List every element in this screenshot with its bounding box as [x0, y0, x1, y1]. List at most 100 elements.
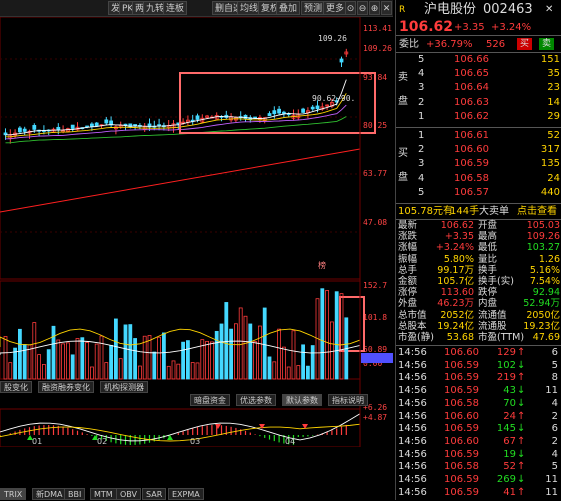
- book-level: 1: [418, 110, 425, 122]
- signal-arrow-icon: [167, 435, 173, 440]
- zoom-out-icon[interactable]: ⊖: [357, 1, 368, 15]
- toolbar-button-9[interactable]: 预测: [301, 1, 326, 15]
- stat-label: 最新: [398, 220, 418, 231]
- tick-price: 106.58: [444, 461, 479, 473]
- tab-indicator-trix[interactable]: TRIX: [0, 488, 27, 500]
- stat-label: 换手(实): [478, 276, 514, 287]
- book-volume: 317: [540, 144, 560, 156]
- tick-price: 106.60: [444, 347, 479, 358]
- stat-value: 52.94万: [523, 298, 560, 310]
- view-detail-link[interactable]: 点击查看: [517, 206, 557, 217]
- tick-time: 14:56: [398, 474, 427, 485]
- tick-time: 14:56: [398, 347, 427, 358]
- price-pct: +3.24%: [491, 22, 532, 33]
- stat-label: 最低: [478, 242, 498, 254]
- chart-toolbar: 发 PK 两九转 连板 删自选 均线 复权 叠加 预测 更多 ⊙ ⊖ ⊕ ✕: [0, 0, 393, 17]
- tick-volume: 52: [503, 461, 516, 473]
- highlight-box: [179, 72, 376, 134]
- tick-volume: 129: [496, 347, 516, 358]
- tick-price: 106.59: [444, 423, 479, 435]
- book-price: 106.65: [454, 68, 489, 80]
- stock-name: 沪电股份: [424, 2, 477, 17]
- price-frame: [0, 16, 361, 280]
- price-change: +3.35: [454, 22, 485, 33]
- close-icon[interactable]: ✕: [545, 4, 554, 15]
- tick-time: 14:56: [398, 359, 427, 371]
- tick-list: 14:56 106.60 129 ↑ 6 14:56 106.59 102 ↓ 5 14:56 106…: [396, 347, 561, 500]
- tab-param-1[interactable]: 优选参数: [236, 394, 276, 406]
- book-level: 4: [418, 68, 425, 80]
- flag-annotation: 榜: [318, 260, 326, 270]
- tab-indicator-新dma[interactable]: 新DMA: [32, 488, 67, 500]
- toolbar-button-8[interactable]: 叠加: [276, 1, 301, 15]
- buy-button[interactable]: 买: [517, 38, 533, 50]
- stat-value: 109.26: [526, 231, 560, 243]
- book-volume: 14: [547, 96, 560, 108]
- stat-label: 涨跌: [398, 231, 418, 243]
- book-volume: 52: [547, 130, 560, 141]
- logo-icon: R: [399, 5, 406, 15]
- tab-param-2[interactable]: 默认参数: [282, 394, 322, 406]
- tick-price: 106.59: [444, 448, 479, 460]
- close-icon[interactable]: ✕: [381, 1, 392, 15]
- stat-value: 46.23万: [437, 298, 474, 310]
- tab-indicator-obv[interactable]: OBV: [116, 488, 142, 500]
- tick-count: 4: [551, 448, 558, 460]
- tick-time: 14:56: [398, 410, 427, 422]
- tick-price: 106.60: [444, 410, 479, 422]
- tick-direction-icon: ↓: [517, 423, 526, 435]
- tick-count: 6: [551, 423, 558, 435]
- stat-label: 换手: [478, 264, 498, 276]
- zoom-in-icon[interactable]: ⊕: [369, 1, 380, 15]
- tick-direction-icon: ↓: [517, 385, 526, 397]
- signal-arrow-icon: [27, 435, 33, 440]
- tick-direction-icon: ↓: [517, 359, 526, 371]
- tab-indicator-expma[interactable]: EXPMA: [168, 488, 204, 500]
- tab-param-0[interactable]: 暗盘资金: [190, 394, 230, 406]
- tab-indicator-mtm[interactable]: MTM: [90, 488, 117, 500]
- stat-value: +3.24%: [435, 242, 474, 254]
- tick-time: 14:56: [398, 435, 427, 447]
- stat-label: 金额: [398, 276, 418, 287]
- kline-chart-area[interactable]: 113.41 109.26 93.84 80.25 63.77 47.08 152.7 101…: [0, 16, 393, 448]
- tab-mid-2[interactable]: 机构探测器: [100, 381, 148, 393]
- book-price: 106.59: [454, 158, 489, 170]
- stat-label: 涨幅: [398, 242, 418, 254]
- toolbar-button-4[interactable]: 连板: [163, 1, 188, 15]
- stat-label: 量比: [478, 253, 498, 265]
- weibi-label: 委比: [399, 39, 419, 50]
- signal-arrow-icon: [259, 424, 265, 429]
- price-axis-label: 109.26: [363, 44, 392, 53]
- stat-value: 113.60: [440, 287, 474, 299]
- tick-volume: 102: [496, 359, 516, 371]
- tick-direction-icon: ↑: [517, 435, 526, 447]
- stat-value: 103.27: [526, 242, 560, 254]
- tick-price: 106.59: [444, 474, 479, 485]
- circle-icon[interactable]: ⊙: [345, 1, 356, 15]
- volume-axis-label: 50.89: [363, 345, 387, 354]
- stat-label: 涨停: [398, 287, 418, 299]
- tab-mid-0[interactable]: 股变化: [0, 381, 32, 393]
- tick-count: 2: [551, 410, 558, 422]
- tab-indicator-sar[interactable]: SAR: [142, 488, 167, 500]
- big-order-shares: 144手: [450, 206, 480, 217]
- stock-code: 002463: [483, 2, 533, 17]
- stat-value: 105.7亿: [437, 276, 474, 287]
- volume-axis-label: 101.8: [363, 313, 387, 322]
- tab-mid-1[interactable]: 融资融券变化: [38, 381, 94, 393]
- stat-label: 总手: [398, 264, 418, 276]
- toolbar-button-3[interactable]: 九转: [143, 1, 168, 15]
- big-order-amount: 105.78元有: [398, 206, 453, 217]
- tab-indicator-bbi[interactable]: BBI: [64, 488, 86, 500]
- book-volume: 35: [547, 68, 560, 80]
- sell-button[interactable]: 卖: [539, 38, 555, 50]
- toolbar-button-10[interactable]: 更多: [323, 1, 348, 15]
- book-volume: 135: [540, 158, 560, 170]
- book-volume: 440: [540, 186, 560, 198]
- stat-value: 2050亿: [526, 309, 560, 321]
- tick-time: 14:56: [398, 486, 427, 498]
- kline-chart-svg: 113.41109.2693.8480.2563.7747.08152.7101…: [0, 16, 393, 448]
- tab-param-3[interactable]: 指标说明: [328, 394, 368, 406]
- tick-count: 6: [551, 347, 558, 358]
- tick-count: 11: [545, 385, 558, 397]
